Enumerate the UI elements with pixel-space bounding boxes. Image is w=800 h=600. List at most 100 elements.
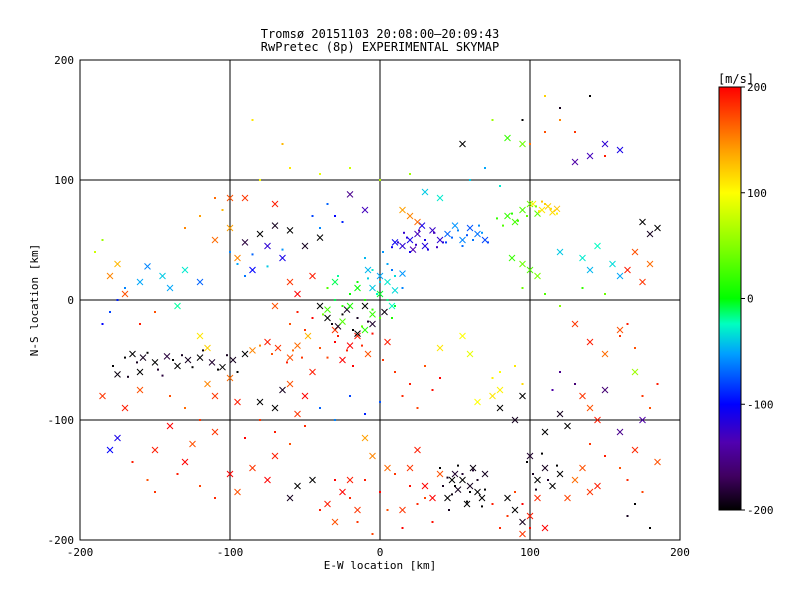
data-point-dot [364, 413, 366, 415]
data-point-cross [421, 242, 429, 250]
data-point-cross [571, 476, 579, 484]
data-point-cross [294, 410, 301, 418]
data-points [94, 95, 661, 538]
data-point-dot [281, 143, 284, 145]
data-point-dot [289, 323, 291, 325]
data-point-dot [401, 395, 404, 397]
data-point-dot [416, 407, 419, 409]
data-point-cross [414, 218, 421, 226]
data-point-dot [499, 527, 501, 529]
data-point-cross [234, 254, 241, 262]
data-point-cross [234, 488, 241, 496]
data-point-dot [157, 368, 159, 371]
data-point-cross [474, 398, 481, 406]
data-point-dot [466, 500, 468, 503]
data-point-cross [571, 320, 579, 328]
data-point-dot [199, 215, 201, 217]
data-point-dot [446, 476, 449, 479]
data-point-dot [352, 365, 354, 367]
data-point-cross [219, 363, 226, 371]
data-point-dot [391, 246, 393, 249]
data-point-dot [529, 143, 531, 145]
data-point-dot [626, 479, 629, 481]
data-point-cross [129, 350, 136, 358]
data-point-dot [521, 383, 524, 385]
data-point-cross [324, 306, 331, 313]
data-point-dot [364, 257, 366, 259]
data-point-cross [331, 278, 339, 286]
data-point-dot [445, 241, 447, 244]
data-point-cross [211, 392, 219, 400]
data-point-dot [448, 509, 450, 511]
data-point-dot [532, 473, 534, 475]
data-point-dot [424, 239, 426, 241]
data-point-cross [294, 342, 301, 349]
data-point-cross [586, 338, 594, 346]
chart-subtitle: RwPretec (8p) EXPERIMENTAL SKYMAP [260, 40, 500, 54]
colorbar-tick-label: 100 [747, 187, 767, 200]
data-point-cross [354, 284, 361, 292]
data-point-dot [424, 365, 426, 367]
data-point-cross [504, 212, 511, 220]
data-point-dot [521, 503, 524, 505]
data-point-dot [484, 167, 486, 169]
data-point-cross [196, 278, 204, 286]
data-point-cross [274, 344, 282, 352]
data-point-cross [594, 242, 601, 250]
data-point-dot [439, 377, 441, 379]
data-point-dot [521, 287, 524, 289]
data-point-dot [544, 131, 546, 133]
data-point-cross [354, 506, 361, 514]
data-point-cross [331, 518, 339, 526]
data-point-dot [184, 227, 186, 229]
data-point-dot [418, 229, 420, 232]
data-point-dot [319, 509, 321, 511]
data-point-dot [221, 209, 224, 211]
data-point-dot [506, 515, 509, 517]
data-point-cross [208, 359, 216, 366]
data-point-cross [271, 404, 279, 412]
data-point-dot [319, 227, 321, 229]
data-point-dot [401, 527, 404, 529]
data-point-cross [526, 512, 534, 520]
data-point-cross [151, 359, 159, 366]
data-point-cross [136, 386, 144, 394]
data-point-cross [421, 482, 429, 490]
x-tick-label: 200 [670, 546, 690, 559]
colorbar-ticks: 200 100 0 -100 -200 [741, 81, 774, 517]
data-point-dot [604, 455, 606, 457]
data-point-dot [526, 215, 528, 217]
data-point-dot [286, 361, 288, 364]
data-point-cross [196, 332, 204, 340]
data-point-dot [259, 179, 261, 181]
data-point-dot [397, 241, 399, 244]
data-point-cross [324, 314, 331, 322]
data-point-dot [311, 215, 314, 217]
data-point-cross [384, 338, 391, 346]
data-point-dot [386, 509, 389, 511]
data-point-cross [339, 318, 346, 325]
data-point-dot [556, 464, 558, 467]
data-point-dot [341, 313, 344, 316]
data-point-dot [322, 313, 324, 316]
data-point-dot [349, 497, 351, 499]
data-point-dot [304, 329, 306, 331]
data-point-cross [271, 452, 279, 460]
data-point-dot [626, 323, 629, 325]
colorbar-tick-label: -100 [747, 398, 774, 411]
data-point-cross [184, 356, 192, 364]
x-tick-label: -200 [67, 546, 94, 559]
data-point-dot [367, 277, 369, 280]
data-point-dot [499, 371, 501, 373]
data-point-dot [379, 491, 381, 493]
data-point-cross [474, 230, 481, 238]
data-point-cross [609, 260, 616, 268]
data-point-dot [326, 356, 329, 359]
data-point-dot [346, 349, 348, 352]
data-point-cross [526, 200, 534, 208]
data-point-cross [211, 428, 219, 436]
data-point-cross [361, 206, 369, 214]
data-point-cross [381, 308, 388, 316]
data-point-cross [549, 482, 556, 490]
